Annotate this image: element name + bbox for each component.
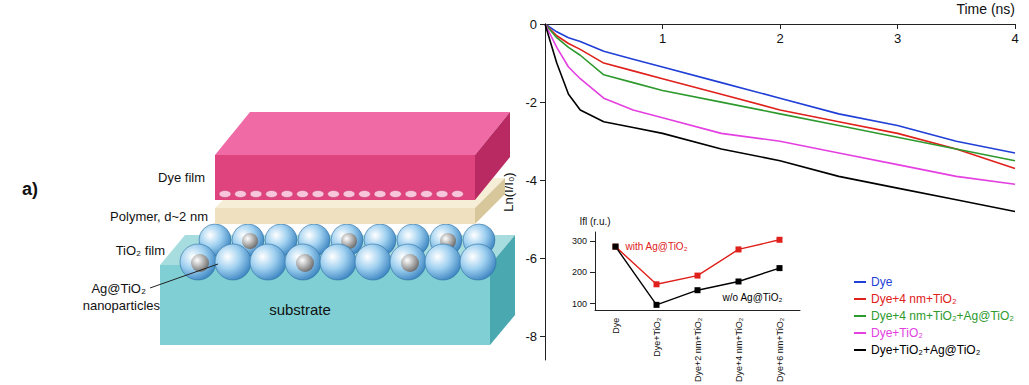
svg-text:Dye: Dye [611,318,621,334]
svg-text:Ag@TiO₂: Ag@TiO₂ [91,281,146,296]
svg-text:Dye+4 nm+TiO₂: Dye+4 nm+TiO₂ [871,292,957,306]
svg-text:300: 300 [572,236,587,246]
svg-text:-8: -8 [525,329,537,344]
svg-text:4: 4 [1011,31,1018,46]
svg-text:2: 2 [776,31,783,46]
svg-text:Dye+TiO₂: Dye+TiO₂ [652,317,662,356]
svg-text:substrate: substrate [269,301,331,318]
svg-text:Dye+2 nm+TiO₂: Dye+2 nm+TiO₂ [693,317,703,382]
svg-text:a): a) [22,179,38,199]
svg-text:-4: -4 [525,173,537,188]
svg-text:Polymer, d~2 nm: Polymer, d~2 nm [110,209,208,224]
svg-text:Dye film: Dye film [158,170,205,185]
svg-text:w/o Ag@TiO₂: w/o Ag@TiO₂ [722,292,783,303]
svg-text:Dye+TiO₂: Dye+TiO₂ [871,326,923,340]
svg-text:Dye+TiO₂+Ag@TiO₂: Dye+TiO₂+Ag@TiO₂ [871,343,981,357]
svg-text:Dye: Dye [871,275,893,289]
svg-text:-6: -6 [525,251,537,266]
svg-text:Ln(I/I₀): Ln(I/I₀) [501,172,516,211]
svg-text:100: 100 [572,299,587,309]
svg-text:Time (ns): Time (ns) [956,1,1015,17]
svg-text:200: 200 [572,267,587,277]
svg-text:Ifl (r.u.): Ifl (r.u.) [579,216,610,227]
svg-text:3: 3 [894,31,901,46]
svg-text:0: 0 [530,17,537,32]
svg-text:-2: -2 [525,95,537,110]
svg-text:Dye+4 nm+TiO₂: Dye+4 nm+TiO₂ [734,317,744,382]
svg-text:Dye+6 nm+TiO₂: Dye+6 nm+TiO₂ [775,317,785,382]
svg-text:nanoparticles: nanoparticles [83,298,161,313]
svg-text:TiO₂ film: TiO₂ film [116,243,165,258]
svg-text:with Ag@TiO₂: with Ag@TiO₂ [624,241,687,252]
svg-text:Dye+4 nm+TiO₂+Ag@TiO₂: Dye+4 nm+TiO₂+Ag@TiO₂ [871,309,1014,323]
svg-text:1: 1 [659,31,666,46]
